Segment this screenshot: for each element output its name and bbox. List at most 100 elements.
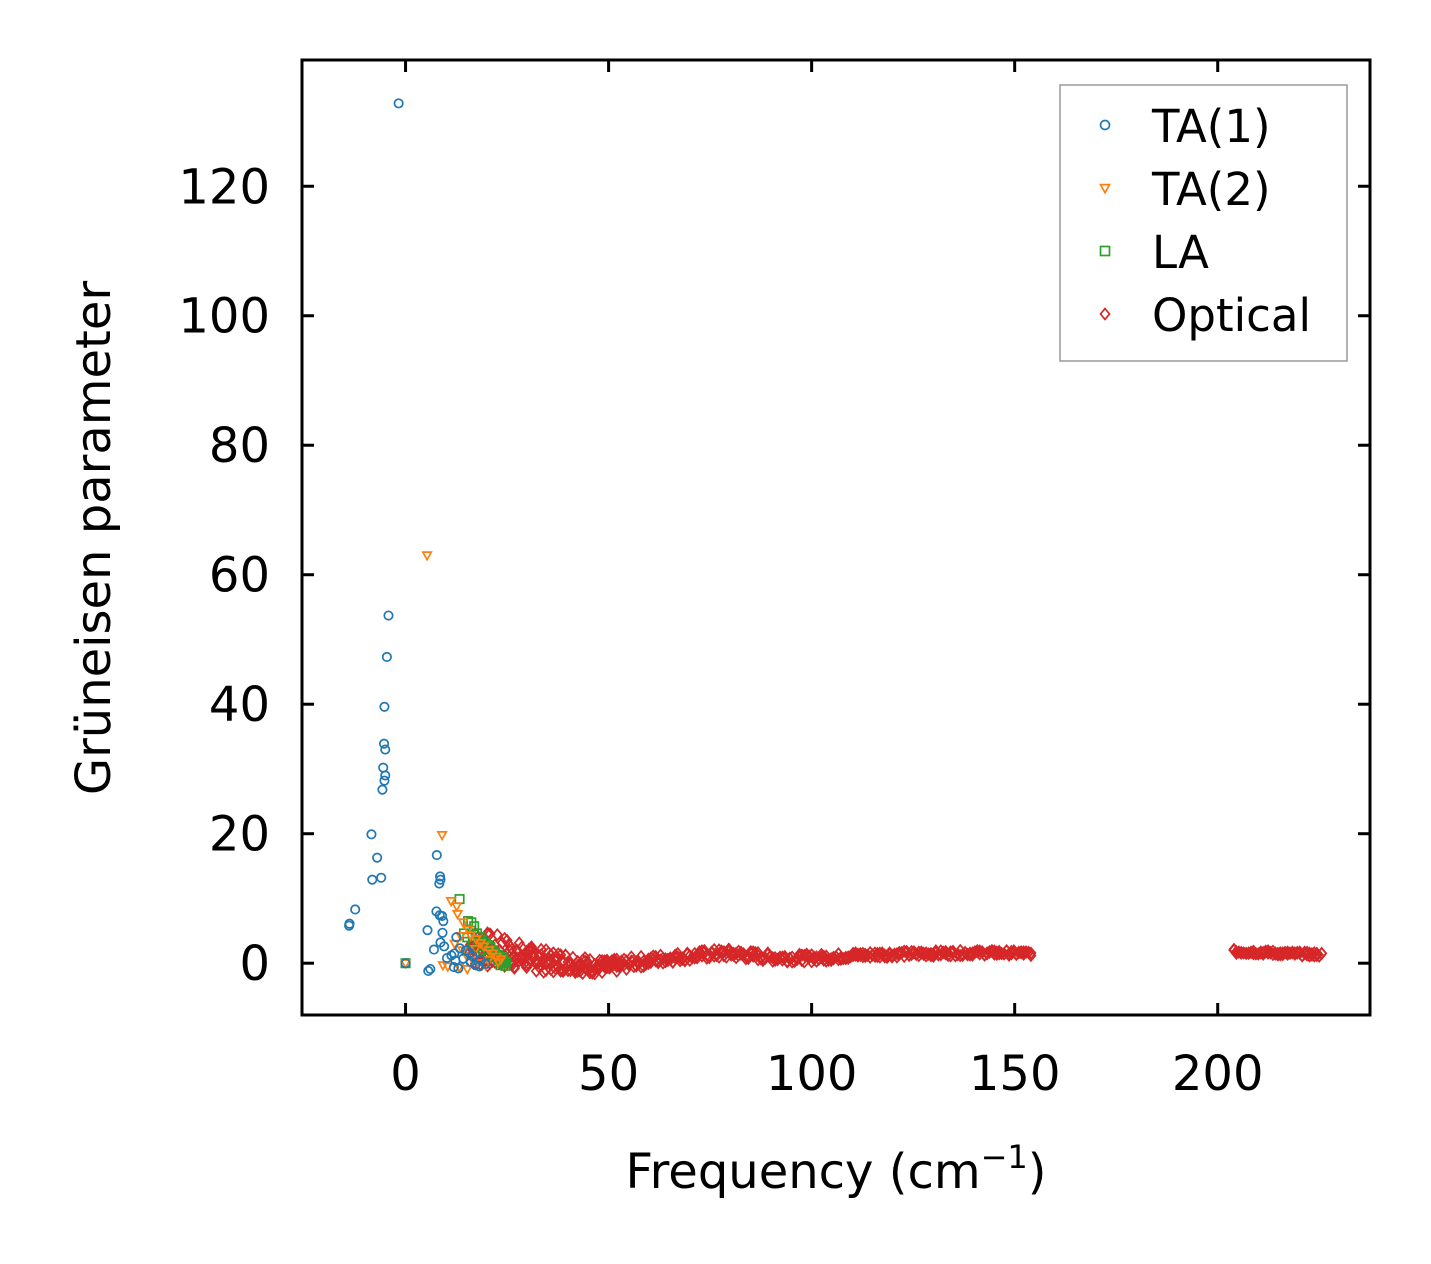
optical-point — [637, 959, 650, 974]
ta1-point — [474, 961, 485, 972]
series-layer — [344, 98, 1328, 981]
optical-point — [1313, 949, 1325, 963]
optical-point — [944, 945, 957, 959]
ta1-point — [400, 958, 411, 969]
optical-point — [516, 940, 528, 954]
optical-point — [898, 944, 910, 958]
legend-entry-la: LA — [1099, 226, 1209, 279]
ta2-point — [462, 925, 474, 936]
ta1-point — [378, 738, 390, 749]
x-tick-label: 200 — [1172, 1046, 1264, 1102]
legend-label-optical: Optical — [1152, 289, 1311, 342]
legend-marker-symbol — [1099, 307, 1111, 321]
ta1-point — [376, 872, 387, 883]
optical-point — [1316, 946, 1328, 961]
legend-marker-ta2 — [1099, 183, 1111, 195]
optical-point — [523, 942, 535, 956]
ta1-point — [377, 784, 388, 795]
ta1-point — [437, 927, 448, 938]
ta1-point — [381, 651, 392, 663]
optical-point — [747, 949, 759, 963]
optical-point — [581, 956, 594, 971]
ta1-point — [380, 770, 391, 781]
la-point — [463, 916, 474, 927]
y-axis-title: Grüneisen parameter — [66, 281, 122, 796]
optical-point — [996, 946, 1008, 961]
ta1-point — [422, 925, 433, 936]
optical-point — [718, 944, 730, 959]
y-tick-label: 0 — [239, 936, 270, 992]
series-ta1 — [344, 98, 491, 977]
x-tick-label: 150 — [969, 1046, 1061, 1102]
optical-point — [935, 948, 947, 962]
ta2-point — [495, 955, 507, 966]
ta1-point — [448, 962, 459, 973]
optical-point — [567, 950, 579, 965]
ta2-point — [421, 551, 433, 562]
ta2-point — [399, 959, 412, 970]
y-tick-label: 60 — [209, 548, 270, 604]
ta1-point — [431, 850, 442, 861]
plot-frame — [300, 58, 1372, 1017]
ta1-point — [372, 852, 383, 863]
legend: TA(1) TA(2) LA Optical — [1059, 84, 1348, 362]
optical-point — [516, 951, 528, 965]
optical-point — [540, 963, 552, 978]
legend-label-ta2: TA(2) — [1151, 163, 1271, 216]
ta2-point — [492, 957, 504, 969]
ta1-point — [449, 948, 460, 959]
optical-point — [859, 947, 871, 962]
optical-point — [496, 936, 508, 950]
legend-label-ta1: TA(1) — [1151, 100, 1271, 153]
optical-point — [1003, 947, 1015, 961]
ta1-point — [437, 910, 448, 921]
ta1-point — [367, 874, 378, 885]
optical-point — [520, 957, 533, 972]
ta1-point — [451, 932, 462, 943]
optical-point — [825, 951, 837, 966]
ta1-point — [467, 951, 478, 962]
optical-point — [550, 950, 562, 965]
ta1-point — [393, 98, 404, 109]
axis-ticks: 0 50 100 150 200 0 20 40 60 80 100 120 — [178, 60, 1370, 1102]
x-axis-title-main: Frequency (cm — [625, 1144, 980, 1200]
ta1-point — [379, 701, 390, 712]
optical-point — [669, 951, 681, 965]
ta1-point — [439, 941, 450, 952]
x-axis-title-superscript: −1 — [981, 1138, 1028, 1176]
ta1-point — [350, 904, 361, 915]
ta1-point — [380, 744, 391, 755]
y-tick-label: 120 — [178, 159, 270, 215]
optical-point — [905, 944, 918, 959]
optical-point — [552, 947, 564, 961]
ta1-point — [344, 920, 355, 931]
legend-entry-ta2: TA(2) — [1099, 163, 1271, 216]
optical-point — [1025, 948, 1037, 963]
optical-point — [491, 928, 503, 942]
ta1-point — [428, 944, 440, 955]
ta1-point — [454, 943, 466, 954]
optical-point — [823, 953, 835, 967]
legend-marker-symbol — [1099, 245, 1111, 257]
ta1-point — [434, 878, 445, 889]
ta1-point — [423, 965, 434, 977]
optical-point — [508, 961, 520, 976]
legend-marker-symbol — [1099, 183, 1111, 195]
ta2-point — [461, 965, 473, 976]
ta2-point — [455, 932, 467, 943]
x-axis-title: Frequency (cm−1) — [625, 1138, 1046, 1200]
ta1-point — [379, 775, 390, 786]
ta2-point — [457, 918, 469, 929]
optical-point — [696, 944, 708, 958]
ta2-point — [445, 897, 457, 908]
optical-point — [974, 944, 986, 958]
optical-point — [520, 960, 533, 975]
ta1-point — [475, 954, 486, 966]
ta1-point — [453, 963, 464, 974]
x-tick-label: 50 — [578, 1046, 639, 1102]
legend-marker-optical — [1099, 307, 1111, 321]
legend-marker-symbol — [1099, 119, 1111, 131]
optical-point — [645, 951, 657, 965]
ta1-point — [441, 952, 453, 964]
legend-entry-optical: Optical — [1099, 289, 1311, 342]
